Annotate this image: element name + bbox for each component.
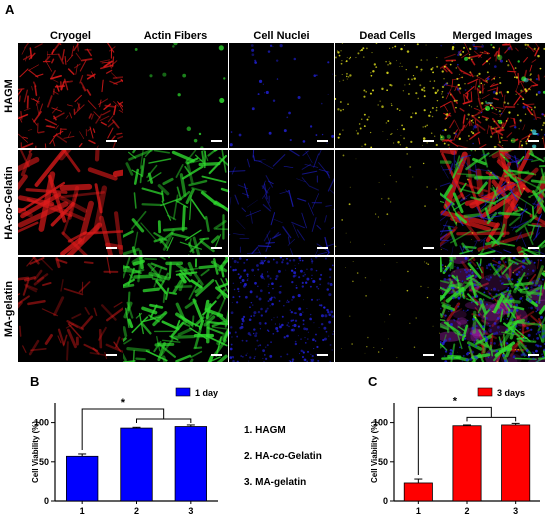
image-tile-ma-gelatin-merged [440, 257, 545, 362]
bar-3 [501, 424, 531, 502]
image-tile-ha-co-gelatin-merged [440, 150, 545, 255]
y-tick-label: 0 [44, 496, 49, 506]
image-tile-ha-co-gelatin-dead [335, 150, 440, 255]
panel-b-letter: B [30, 374, 40, 389]
significance-star: * [121, 397, 126, 409]
panel-a-letter: A [5, 2, 15, 17]
column-header-cryogel: Cryogel [50, 30, 91, 42]
row-label-ha-co-gelatin: HA-co-Gelatin [3, 166, 15, 240]
bar-2 [120, 427, 153, 502]
sample-key-item-3: 3. MA-gelatin [244, 477, 307, 488]
scale-bar [528, 354, 539, 356]
scale-bar [528, 247, 539, 249]
bracket-outer [417, 406, 492, 476]
image-tile-hagm-dead [335, 43, 440, 148]
bar-1 [403, 482, 433, 502]
column-header-merged: Merged Images [452, 30, 533, 42]
image-tile-hagm-merged [440, 43, 545, 148]
image-tile-ha-co-gelatin-nuclei [229, 150, 334, 255]
y-tick-label: 100 [34, 418, 49, 428]
image-tile-ha-co-gelatin-actin [123, 150, 228, 255]
column-header-dead: Dead Cells [359, 30, 416, 42]
image-tile-ha-co-gelatin-cryogel [18, 150, 123, 255]
legend-label: 1 day [195, 388, 218, 398]
image-tile-hagm-nuclei [229, 43, 334, 148]
x-tick-label-2: 2 [464, 506, 469, 516]
scale-bar [423, 354, 434, 356]
image-tile-ma-gelatin-cryogel [18, 257, 123, 362]
image-tile-hagm-cryogel [18, 43, 123, 148]
y-axis-label: Cell Viability (%) [31, 421, 40, 483]
x-tick-label-1: 1 [80, 506, 85, 516]
scale-bar [211, 140, 222, 142]
image-tile-hagm-actin [123, 43, 228, 148]
row-label-hagm: HAGM [3, 79, 15, 113]
image-tile-ma-gelatin-dead [335, 257, 440, 362]
y-tick-label: 50 [378, 457, 388, 467]
scale-bar [528, 140, 539, 142]
scale-bar [317, 247, 328, 249]
y-tick-label: 100 [373, 418, 388, 428]
scale-bar [317, 140, 328, 142]
legend-swatch [175, 387, 191, 397]
scale-bar [423, 247, 434, 249]
legend-swatch [477, 387, 493, 397]
row-label-ma-gelatin: MA-gelatin [3, 280, 15, 338]
bracket-outer [81, 408, 165, 450]
image-tile-ma-gelatin-actin [123, 257, 228, 362]
chart-b: Cell Viability (%) 0 50 100 1 2 3 * 1 day [31, 387, 218, 516]
sample-key: 1. HAGM 2. HA-co-Gelatin 3. MA-gelatin [244, 425, 322, 503]
y-tick-label: 50 [39, 457, 49, 467]
column-header-nuclei: Cell Nuclei [253, 30, 310, 42]
bar-1 [66, 455, 99, 502]
x-tick-label-3: 3 [513, 506, 518, 516]
bar-3 [174, 426, 207, 502]
sample-key-item-1: 1. HAGM [244, 425, 286, 436]
bracket-inner [136, 418, 192, 423]
scale-bar [211, 247, 222, 249]
column-header-actin: Actin Fibers [143, 30, 208, 42]
image-tile-ma-gelatin-nuclei [229, 257, 334, 362]
bar-2 [452, 425, 482, 502]
legend-label: 3 days [497, 388, 525, 398]
scale-bar [317, 354, 328, 356]
scale-bar [423, 140, 434, 142]
scale-bar [106, 247, 117, 249]
sample-key-item-2: 2. HA-co-Gelatin [244, 451, 322, 462]
scale-bar [211, 354, 222, 356]
y-tick-label: 0 [383, 496, 388, 506]
panel-c-letter: C [368, 374, 378, 389]
chart-c: Cell Viability (%) 0 50 100 1 2 3 * 3 days [370, 387, 540, 516]
y-axis-label: Cell Viability (%) [370, 421, 379, 483]
scale-bar [106, 140, 117, 142]
x-tick-label-3: 3 [188, 506, 193, 516]
x-tick-label-2: 2 [134, 506, 139, 516]
bracket-inner [466, 416, 517, 422]
scale-bar [106, 354, 117, 356]
significance-star: * [453, 395, 458, 407]
x-tick-label-1: 1 [416, 506, 421, 516]
